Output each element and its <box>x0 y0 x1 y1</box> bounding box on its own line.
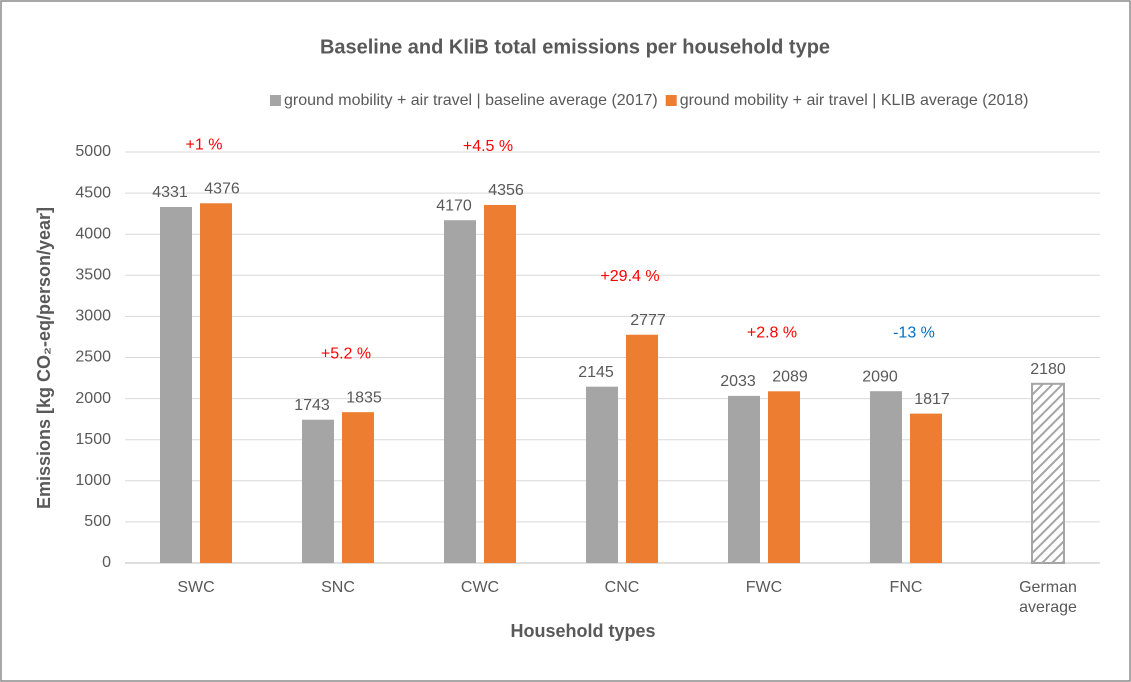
bar <box>484 204 516 563</box>
y-tick-label: 3500 <box>75 267 111 284</box>
annotation: +2.8 % <box>747 325 797 342</box>
annotation: -13 % <box>893 324 935 341</box>
data-label: 1817 <box>914 391 950 408</box>
bar <box>768 391 800 563</box>
y-tick-label: 1000 <box>75 472 111 489</box>
data-label: 2145 <box>578 364 614 381</box>
y-tick-label: 5000 <box>75 143 111 160</box>
x-tick-label: FWC <box>745 579 783 596</box>
data-label: 1743 <box>294 397 330 414</box>
data-label: 2180 <box>1030 361 1066 378</box>
chart-title: Baseline and KliB total emissions per ho… <box>320 36 830 58</box>
bar <box>910 413 942 563</box>
y-tick-label: 3000 <box>75 308 111 325</box>
x-tick-label: CWC <box>460 579 500 596</box>
x-tick-label: CNC <box>604 579 640 596</box>
bar <box>200 203 232 564</box>
legend-swatch <box>665 95 677 106</box>
data-label: 2090 <box>862 368 898 385</box>
annotation: +4.5 % <box>463 138 513 155</box>
data-label: 1835 <box>346 389 382 406</box>
y-tick-label: 2500 <box>75 349 111 366</box>
bar <box>444 220 476 563</box>
reference-bar <box>1031 382 1065 564</box>
x-tick-label: SNC <box>321 579 355 596</box>
x-tick-label: FNC <box>889 579 923 596</box>
bar <box>342 412 374 563</box>
annotation: +29.4 % <box>600 268 659 285</box>
bar <box>302 419 334 563</box>
legend-label: ground mobility + air travel | KLIB aver… <box>680 92 1029 109</box>
bar <box>626 334 658 563</box>
bar <box>586 386 618 563</box>
y-tick-label: 4000 <box>75 225 111 242</box>
x-tick-label: German average <box>1019 579 1077 616</box>
bar <box>728 395 760 563</box>
x-tick-label: SWC <box>177 579 215 596</box>
annotation: +1 % <box>186 137 223 154</box>
x-axis-title: Household types <box>510 621 655 641</box>
data-label: 2777 <box>630 312 666 329</box>
bar <box>160 206 192 563</box>
legend-label: ground mobility + air travel | baseline … <box>284 92 658 109</box>
data-label: 4356 <box>488 182 524 199</box>
data-label: 2033 <box>720 373 756 390</box>
data-label: 4170 <box>436 197 472 214</box>
y-tick-label: 0 <box>102 554 111 571</box>
y-tick-label: 1500 <box>75 431 111 448</box>
legend-swatch <box>270 95 281 106</box>
data-label: 4331 <box>152 184 188 201</box>
annotation: +5.2 % <box>321 345 371 362</box>
bar <box>870 391 902 563</box>
data-label: 2089 <box>772 369 808 386</box>
y-tick-label: 500 <box>84 513 111 530</box>
y-tick-label: 4500 <box>75 184 111 201</box>
data-label: 4376 <box>204 181 240 198</box>
y-tick-label: 2000 <box>75 390 111 407</box>
y-axis-title: Emissions [kg CO₂-eq/person/year] <box>34 207 54 509</box>
